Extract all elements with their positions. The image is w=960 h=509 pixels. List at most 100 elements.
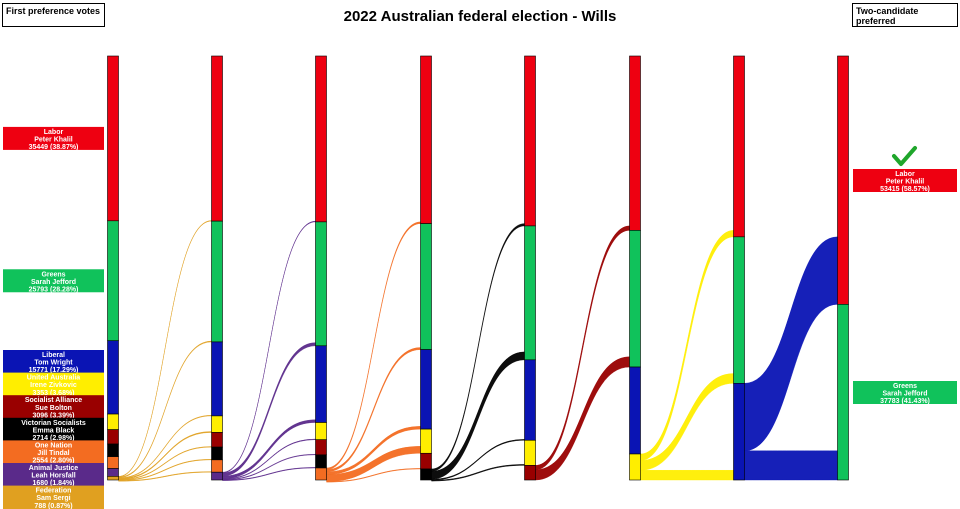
tcp-label-greens-line2: Sarah Jefford (882, 390, 927, 397)
label-united-australia-line3: 3353 (3.68%) (32, 390, 74, 397)
bar-stage6-greens (629, 230, 641, 368)
flow-liberal-to-labor (744, 236, 838, 451)
bar-stage5-liberal (524, 359, 536, 441)
label-box-animal-justice (3, 463, 104, 487)
bar-stage4-united-australia (420, 428, 432, 454)
label-socialist-alliance-line1: Socialist Alliance (25, 397, 82, 404)
bar-stage4-labor (420, 55, 432, 224)
flow-united-australia-to-greens (640, 373, 734, 471)
label-victorian-socialists-line2: Emma Black (33, 427, 75, 434)
bar-stage3-liberal (315, 345, 327, 423)
flow-federation-to-liberal (118, 415, 212, 479)
bar-stage4-liberal (420, 349, 432, 430)
tcp-label-labor-line3: 53415 (58.57%) (880, 186, 930, 193)
flow-federation-to-labor (118, 220, 212, 478)
flow-animal-justice-to-greens (222, 342, 316, 477)
bar-stage2-socialist-alliance (211, 432, 223, 448)
label-animal-justice-line3: 1680 (1.84%) (32, 480, 74, 487)
label-federation-line3: 788 (0.87%) (34, 503, 72, 509)
tcp-label-greens-line1: Greens (893, 383, 917, 390)
label-labor-line2: Peter Khalil (34, 137, 73, 144)
bar-stage1-socialist-alliance (107, 429, 119, 445)
label-liberal-line2: Tom Wright (34, 360, 73, 367)
flow-federation-to-socialist-alliance (118, 446, 212, 481)
label-greens-line2: Sarah Jefford (31, 279, 76, 286)
label-one-nation-line1: One Nation (35, 442, 72, 449)
tcp-label-labor-line1: Labor (895, 171, 915, 178)
label-one-nation-line3: 2554 (2.80%) (32, 458, 74, 465)
bar-stage8-labor (837, 55, 849, 305)
bar-stage6-united-australia (629, 453, 641, 481)
bar-stage1-united-australia (107, 413, 119, 430)
label-animal-justice-line1: Animal Justice (29, 465, 79, 472)
bar-stage1-liberal (107, 340, 119, 415)
bar-stage2-labor (211, 55, 223, 222)
label-greens-line1: Greens (41, 271, 65, 278)
bar-stage4-socialist-alliance (420, 452, 432, 470)
bar-stage5-united-australia (524, 439, 536, 466)
label-united-australia-line1: United Australia (27, 375, 81, 382)
bar-stage2-victorian-socialists (211, 446, 223, 461)
bar-stage3-labor (315, 55, 327, 223)
flow-animal-justice-to-united-australia (222, 438, 316, 480)
label-labor-line1: Labor (44, 129, 64, 136)
label-box-one-nation (3, 440, 104, 465)
tcp-label-labor-line2: Peter Khalil (886, 178, 925, 185)
label-united-australia-line2: Irene Zivkovic (30, 382, 77, 389)
bar-stage2-animal-justice (211, 471, 223, 481)
label-socialist-alliance-line2: Sue Bolton (35, 405, 72, 412)
flow-one-nation-to-labor (326, 221, 421, 470)
first-preference-box: First preference votes (2, 3, 105, 27)
label-liberal-line3: 15771 (17.29%) (29, 367, 79, 374)
label-victorian-socialists-line1: Victorian Socialists (21, 420, 86, 427)
bar-stage5-greens (524, 225, 536, 361)
label-socialist-alliance-line3: 3096 (3.39%) (32, 412, 74, 419)
bar-stage1-labor (107, 55, 119, 222)
bar-stage1-one-nation (107, 456, 119, 469)
bar-stage5-labor (524, 55, 536, 227)
label-federation-line1: Federation (36, 488, 72, 495)
bar-stage7-greens (733, 236, 745, 384)
bar-stage2-united-australia (211, 415, 223, 433)
bar-stage3-one-nation (315, 467, 327, 481)
bar-stage7-labor (733, 55, 745, 238)
tcp-box-labor (853, 169, 957, 192)
bar-stage1-federation (107, 476, 119, 481)
bar-stage3-victorian-socialists (315, 454, 327, 469)
label-liberal-line1: Liberal (42, 352, 65, 359)
label-box-liberal (3, 350, 104, 374)
flow-socialist-alliance-to-labor (535, 225, 630, 470)
bar-stage4-greens (420, 223, 432, 350)
label-one-nation-line2: Jill Tindal (37, 450, 69, 457)
bar-stage2-liberal (211, 341, 223, 417)
tcp-label-greens-line3: 37783 (41.43%) (880, 398, 930, 405)
bar-stage3-united-australia (315, 422, 327, 441)
checkmark-icon (892, 146, 917, 166)
chart-title: 2022 Australian federal election - Wills (343, 8, 617, 25)
label-federation-line2: Sam Sergi (36, 495, 70, 502)
label-victorian-socialists-line3: 2714 (2.98%) (32, 435, 74, 442)
bar-stage7-liberal (733, 383, 745, 481)
bar-stage3-socialist-alliance (315, 439, 327, 456)
bar-stage6-liberal (629, 366, 641, 455)
label-box-socialist-alliance (3, 395, 104, 420)
bar-stage6-labor (629, 55, 641, 231)
bar-stage2-greens (211, 220, 223, 343)
bar-stage4-victorian-socialists (420, 468, 432, 481)
label-box-united-australia (3, 372, 104, 397)
bar-stage2-one-nation (211, 459, 223, 473)
flow-united-australia-to-liberal (640, 470, 734, 481)
tcp-box-greens (853, 381, 957, 404)
label-animal-justice-line2: Leah Horsfall (31, 473, 75, 480)
bar-stage5-socialist-alliance (524, 465, 536, 481)
bar-stage3-greens (315, 221, 327, 347)
label-labor-line3: 35449 (38.87%) (29, 144, 79, 151)
label-box-greens (3, 269, 104, 293)
bar-stage1-victorian-socialists (107, 443, 119, 457)
bar-stage1-animal-justice (107, 468, 119, 477)
flow-victorian-socialists-to-labor (431, 223, 525, 472)
flow-liberal-to-greens (744, 450, 838, 481)
label-box-victorian-socialists (3, 417, 104, 442)
label-box-labor (3, 126, 104, 150)
